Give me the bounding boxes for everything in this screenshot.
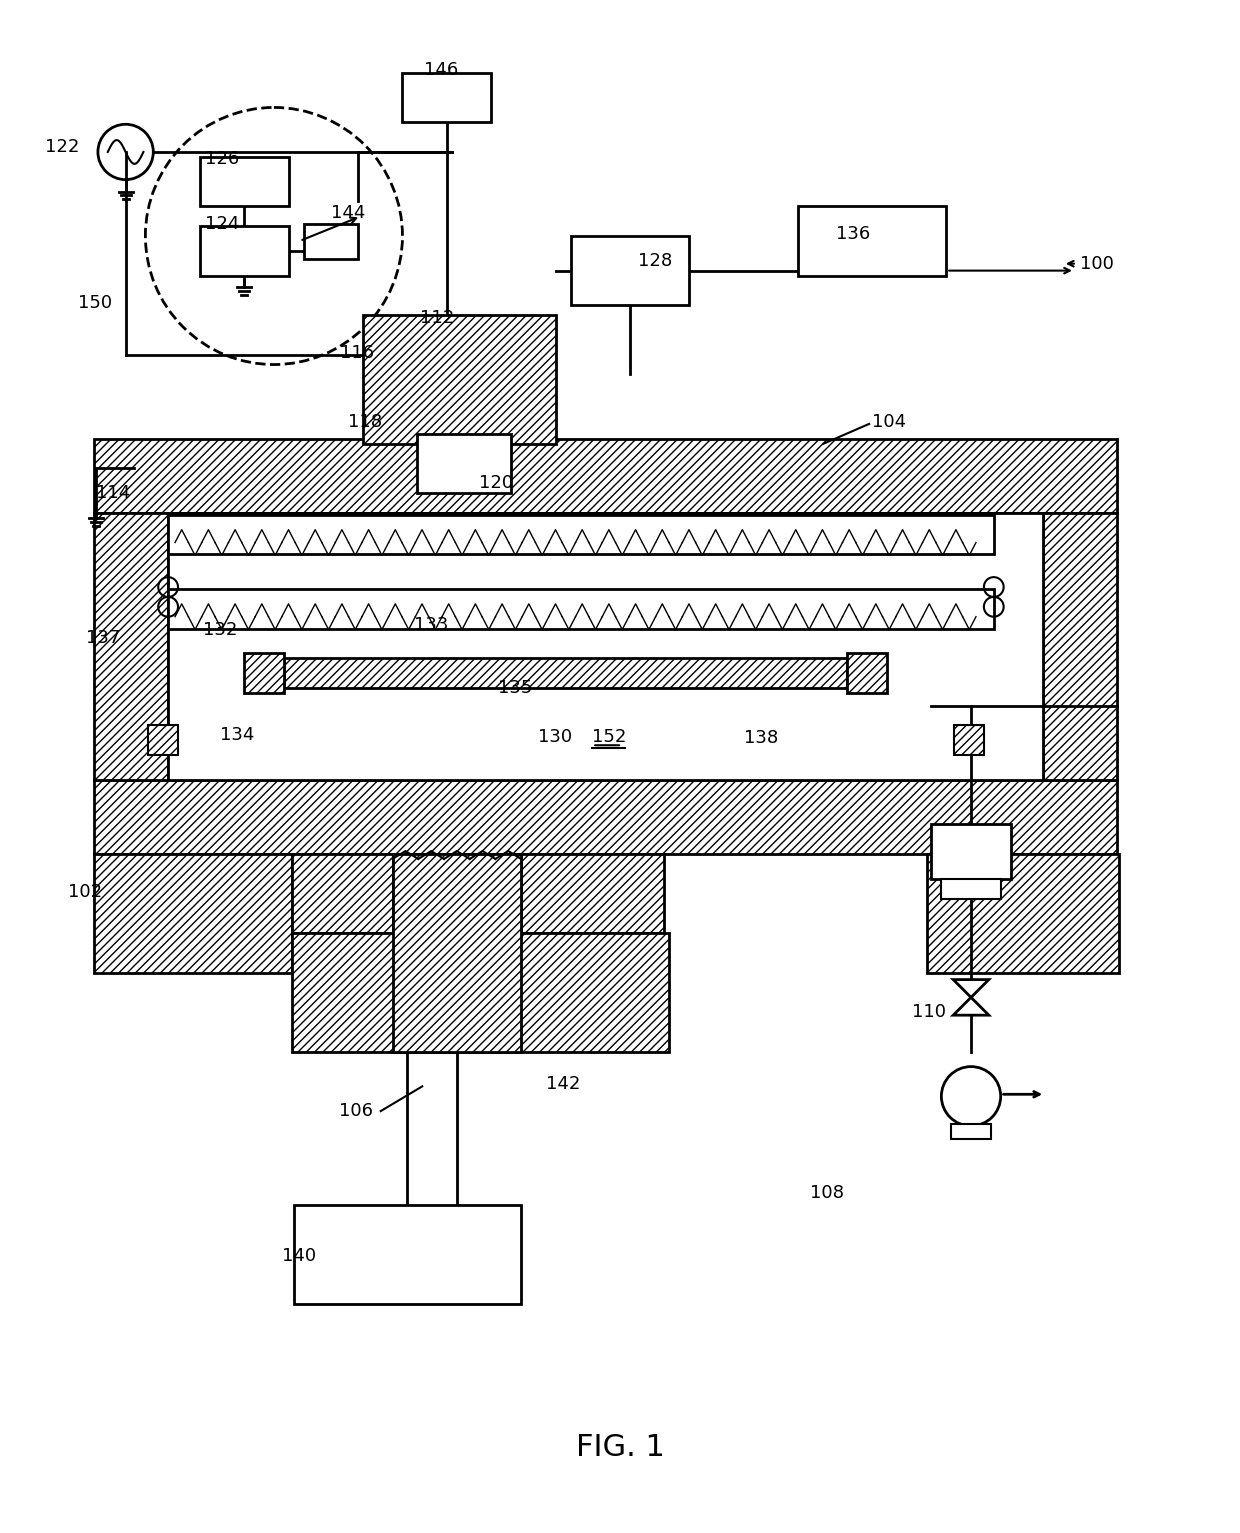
Bar [291, 934, 670, 1052]
Bar [284, 658, 847, 688]
Text: 108: 108 [810, 1183, 844, 1202]
Bar [94, 438, 1117, 514]
Text: FIG. 1: FIG. 1 [575, 1433, 665, 1462]
Text: 130: 130 [538, 728, 572, 747]
Bar [94, 780, 1117, 854]
Text: 128: 128 [637, 251, 672, 270]
Bar [926, 854, 1120, 972]
Text: 110: 110 [911, 1003, 946, 1021]
Polygon shape [954, 998, 988, 1015]
Bar [521, 854, 665, 934]
Text: 137: 137 [86, 630, 120, 647]
Text: 106: 106 [339, 1102, 373, 1121]
Bar [570, 236, 689, 305]
Text: 133: 133 [414, 616, 449, 633]
Bar [169, 589, 993, 629]
Bar [1043, 514, 1117, 780]
Text: 118: 118 [348, 412, 382, 431]
Bar [955, 725, 983, 756]
Bar [169, 514, 1043, 780]
Text: 140: 140 [281, 1248, 316, 1265]
Bar [94, 514, 169, 780]
Bar [244, 653, 284, 693]
Bar [393, 854, 521, 1052]
Text: 100: 100 [1080, 254, 1114, 273]
Bar [951, 1124, 991, 1139]
Text: 150: 150 [78, 294, 113, 313]
Bar [941, 878, 1001, 898]
Bar [931, 825, 1011, 878]
Bar [304, 224, 358, 259]
Text: 120: 120 [479, 474, 512, 492]
Text: 112: 112 [420, 310, 455, 327]
Text: 146: 146 [424, 61, 459, 78]
Text: 126: 126 [205, 150, 239, 169]
Bar [169, 515, 993, 555]
Text: 136: 136 [836, 225, 869, 244]
Text: 135: 135 [498, 679, 533, 698]
Bar [418, 434, 511, 494]
Text: 116: 116 [340, 343, 374, 362]
Text: 104: 104 [872, 412, 906, 431]
Bar [294, 1205, 521, 1305]
Bar [847, 653, 887, 693]
Text: 152: 152 [593, 728, 626, 747]
Text: 114: 114 [95, 484, 130, 503]
Text: 122: 122 [45, 138, 79, 156]
Text: 132: 132 [202, 621, 237, 639]
Bar [94, 854, 291, 972]
Text: 124: 124 [205, 215, 239, 233]
Text: 142: 142 [546, 1075, 580, 1093]
Text: 134: 134 [219, 727, 254, 745]
Bar [149, 725, 179, 756]
Text: 102: 102 [68, 883, 103, 900]
Bar [200, 156, 289, 207]
Bar [403, 74, 491, 123]
Text: 138: 138 [744, 730, 777, 747]
Text: 144: 144 [331, 204, 366, 222]
Bar [291, 854, 393, 934]
Bar [363, 316, 556, 443]
Polygon shape [954, 980, 988, 998]
Bar [799, 207, 946, 276]
Bar [200, 227, 289, 276]
